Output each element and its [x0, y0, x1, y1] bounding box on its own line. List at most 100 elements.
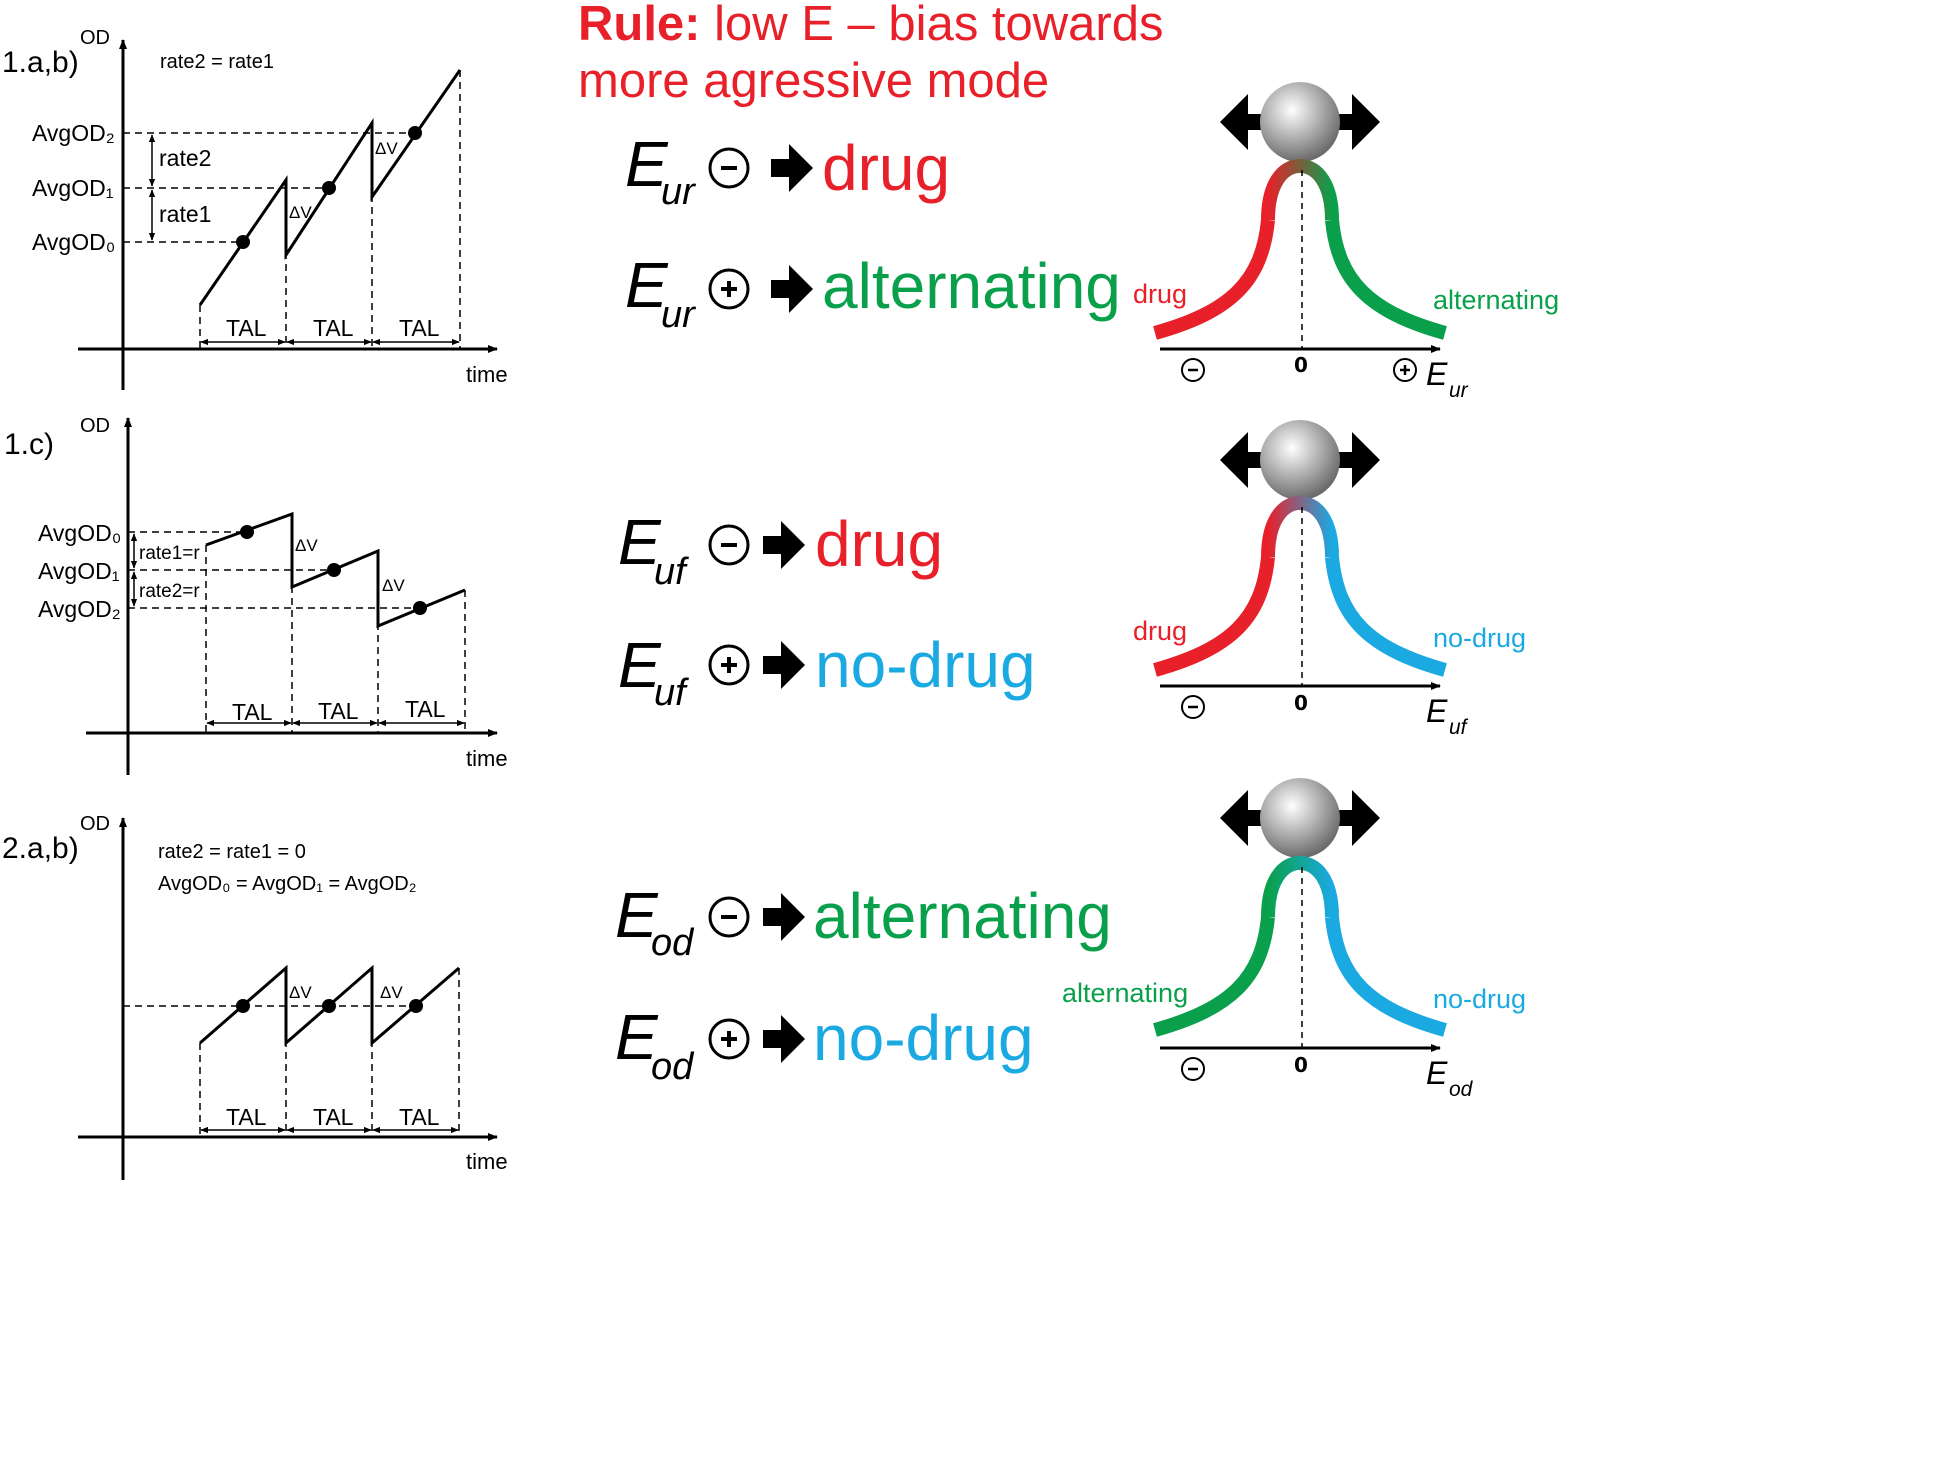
dv-label: ΔV — [289, 983, 312, 1002]
right-label: no-drug — [1433, 623, 1526, 653]
rate-label: rate2 — [159, 145, 211, 171]
x-axis-label: time — [466, 746, 508, 771]
outcome-minus: alternating — [813, 880, 1112, 952]
tal-label: TAL — [399, 1104, 440, 1130]
e-symbol: E — [625, 128, 669, 200]
rule-line-1: Rule: low E – bias towards — [578, 0, 1164, 51]
e-subscript: uf — [654, 551, 689, 593]
avg-point — [236, 235, 250, 249]
e-symbol: E — [615, 879, 659, 951]
tal-label: TAL — [405, 696, 446, 722]
plus-circle-icon — [708, 644, 750, 686]
axis-e-subscript: ur — [1449, 379, 1469, 402]
avg-point — [322, 999, 336, 1013]
y-axis-label: OD — [80, 813, 110, 835]
right-label: no-drug — [1433, 984, 1526, 1014]
avgod-label: AvgOD₀ — [38, 520, 121, 546]
dv-label: ΔV — [295, 536, 318, 555]
x-axis-label: time — [466, 1149, 508, 1174]
e-subscript: ur — [661, 294, 696, 336]
minus-circle-icon — [708, 524, 750, 566]
ball-icon — [1260, 420, 1340, 500]
panel-1c: 1.c) OD time AvgOD₀ AvgOD₁ AvgOD₂ rate1=… — [4, 415, 508, 775]
tal-label: TAL — [313, 315, 354, 341]
avgod-label: AvgOD₂ — [32, 120, 115, 146]
outcome-plus: no-drug — [813, 1002, 1034, 1074]
e-symbol: E — [615, 1001, 659, 1073]
tal-label: TAL — [399, 315, 440, 341]
minus-circle-icon — [1181, 1057, 1205, 1081]
minus-circle-icon — [1181, 695, 1205, 719]
row-e-od: E od alternating E od no-drug alternatin… — [615, 778, 1526, 1101]
curve-left — [1153, 916, 1275, 1037]
avgod-label: AvgOD₁ — [38, 558, 120, 584]
avg-point — [409, 999, 423, 1013]
left-label: drug — [1133, 616, 1187, 646]
tal-label: TAL — [232, 699, 273, 725]
curve-right — [1325, 556, 1447, 677]
outcome-minus: drug — [815, 508, 943, 580]
plus-circle-icon — [1393, 358, 1417, 382]
rule-header: Rule: low E – bias towards more agressiv… — [578, 0, 1164, 108]
plus-circle-icon — [708, 1018, 750, 1060]
curve-left — [1153, 556, 1275, 677]
row-e-ur: E ur drug E ur alternating drug alternat… — [625, 82, 1559, 402]
rate-equality-note: rate2 = rate1 = 0 — [158, 841, 306, 863]
right-arrow-icon — [763, 1015, 805, 1063]
ball-icon — [1260, 82, 1340, 162]
e-symbol: E — [625, 249, 669, 321]
e-symbol: E — [618, 506, 662, 578]
right-arrow-icon — [763, 641, 805, 689]
curve-top — [1261, 158, 1339, 221]
ball-icon — [1260, 778, 1340, 858]
rate-equality-note: rate2 = rate1 — [160, 51, 274, 73]
curve-right — [1325, 219, 1447, 340]
panel-1ab: 1.a,b) OD time rate2 = rate1 AvgOD₂ AvgO… — [2, 27, 508, 390]
rule-prefix: Rule: — [578, 0, 701, 51]
rate-label: rate2=r — [139, 581, 200, 602]
right-arrow-icon — [763, 893, 805, 941]
axis-e-subscript: uf — [1449, 716, 1469, 739]
zero-label: 0 — [1294, 691, 1308, 715]
axis-e-symbol: E — [1426, 693, 1448, 729]
e-subscript: ur — [661, 171, 696, 213]
row-e-uf: E uf drug E uf no-drug drug no-drug 0 E … — [618, 420, 1526, 739]
curve-left — [1153, 219, 1275, 340]
y-axis-label: OD — [80, 27, 110, 49]
curve-right — [1325, 916, 1447, 1037]
right-arrow-icon — [763, 521, 805, 569]
rule-text-1: low E – bias towards — [714, 0, 1163, 51]
x-axis-label: time — [466, 362, 508, 387]
avg-point — [322, 181, 336, 195]
curve-top — [1261, 495, 1339, 558]
axis-e-symbol: E — [1426, 1055, 1448, 1091]
right-arrow-icon — [771, 265, 813, 313]
minus-circle-icon — [708, 896, 750, 938]
avgod-equality-note: AvgOD₀ = AvgOD₁ = AvgOD₂ — [158, 873, 417, 895]
e-subscript: od — [651, 922, 695, 964]
left-label: drug — [1133, 279, 1187, 309]
panel-id: 2.a,b) — [2, 832, 79, 865]
minus-circle-icon — [708, 147, 750, 189]
avg-point — [413, 601, 427, 615]
zero-label: 0 — [1294, 353, 1308, 377]
dv-label: ΔV — [375, 139, 398, 158]
rule-line-2: more agressive mode — [578, 54, 1049, 108]
rate-label: rate1 — [159, 201, 211, 227]
panel-id: 1.a,b) — [2, 46, 79, 79]
avg-point — [327, 563, 341, 577]
zero-label: 0 — [1294, 1053, 1308, 1077]
rate-label: rate1=r — [139, 543, 200, 564]
plus-circle-icon — [708, 268, 750, 310]
curve-top — [1261, 855, 1339, 918]
y-axis-label: OD — [80, 415, 110, 437]
tal-label: TAL — [313, 1104, 354, 1130]
dv-label: ΔV — [380, 983, 403, 1002]
axis-e-symbol: E — [1426, 356, 1448, 392]
axis-e-subscript: od — [1449, 1078, 1474, 1101]
panel-2ab: 2.a,b) OD time rate2 = rate1 = 0 AvgOD₀ … — [2, 813, 508, 1180]
tal-label: TAL — [318, 698, 359, 724]
panel-id: 1.c) — [4, 428, 54, 461]
e-subscript: od — [651, 1046, 695, 1088]
